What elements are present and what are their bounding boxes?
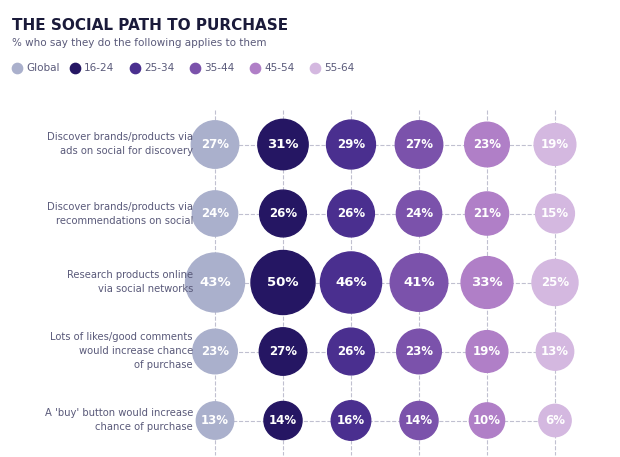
Point (250, 64, 260, 72)
Text: 16%: 16% (337, 414, 365, 427)
Circle shape (197, 402, 234, 439)
Circle shape (466, 331, 508, 372)
Point (190, 64, 200, 72)
Text: 27%: 27% (201, 138, 229, 151)
Text: Discover brands/products via
recommendations on social: Discover brands/products via recommendat… (47, 202, 193, 225)
Text: 24%: 24% (405, 207, 433, 220)
Text: 26%: 26% (337, 345, 365, 358)
Circle shape (390, 254, 448, 311)
Point (12, 64, 22, 72)
Text: Lots of likes/good comments
would increase chance
of purchase: Lots of likes/good comments would increa… (50, 333, 193, 371)
Circle shape (185, 253, 244, 312)
Circle shape (321, 252, 381, 313)
Text: 45-54: 45-54 (264, 63, 294, 73)
Circle shape (461, 257, 513, 308)
Text: 25-34: 25-34 (144, 63, 174, 73)
Circle shape (539, 404, 571, 436)
Text: Discover brands/products via
ads on social for discovery: Discover brands/products via ads on soci… (47, 133, 193, 156)
Circle shape (400, 401, 438, 440)
Text: 43%: 43% (199, 276, 231, 289)
Circle shape (465, 122, 509, 167)
Text: 24%: 24% (201, 207, 229, 220)
Text: 10%: 10% (473, 414, 501, 427)
Text: 16-24: 16-24 (84, 63, 114, 73)
Circle shape (264, 401, 302, 440)
Text: 55-64: 55-64 (324, 63, 354, 73)
Text: Research products online
via social networks: Research products online via social netw… (67, 271, 193, 294)
Circle shape (536, 194, 574, 233)
Text: 23%: 23% (473, 138, 501, 151)
Point (130, 64, 140, 72)
Text: 26%: 26% (337, 207, 365, 220)
Circle shape (259, 328, 307, 375)
Text: 19%: 19% (541, 138, 569, 151)
Point (70, 64, 80, 72)
Text: 27%: 27% (269, 345, 297, 358)
Text: 19%: 19% (473, 345, 501, 358)
Text: 23%: 23% (201, 345, 229, 358)
Circle shape (192, 191, 237, 236)
Text: 14%: 14% (269, 414, 297, 427)
Text: A 'buy' button would increase
chance of purchase: A 'buy' button would increase chance of … (45, 409, 193, 432)
Circle shape (397, 329, 441, 374)
Text: 15%: 15% (541, 207, 569, 220)
Circle shape (396, 121, 443, 168)
Text: 31%: 31% (267, 138, 299, 151)
Circle shape (331, 401, 371, 440)
Circle shape (534, 124, 576, 165)
Text: 23%: 23% (405, 345, 433, 358)
Circle shape (536, 333, 574, 370)
Text: % who say they do the following applies to them: % who say they do the following applies … (12, 38, 267, 48)
Circle shape (260, 190, 306, 237)
Circle shape (396, 191, 441, 236)
Text: 46%: 46% (335, 276, 367, 289)
Text: THE SOCIAL PATH TO PURCHASE: THE SOCIAL PATH TO PURCHASE (12, 18, 288, 33)
Text: 33%: 33% (471, 276, 503, 289)
Text: 13%: 13% (541, 345, 569, 358)
Text: 6%: 6% (545, 414, 565, 427)
Circle shape (193, 329, 237, 374)
Circle shape (251, 250, 315, 314)
Text: 21%: 21% (473, 207, 501, 220)
Text: 50%: 50% (267, 276, 299, 289)
Text: 29%: 29% (337, 138, 365, 151)
Text: 27%: 27% (405, 138, 433, 151)
Text: 26%: 26% (269, 207, 297, 220)
Circle shape (327, 190, 374, 237)
Circle shape (532, 260, 578, 305)
Text: 25%: 25% (541, 276, 569, 289)
Text: 41%: 41% (403, 276, 435, 289)
Text: Global: Global (26, 63, 60, 73)
Circle shape (258, 119, 308, 170)
Circle shape (192, 121, 239, 168)
Circle shape (469, 403, 505, 438)
Circle shape (327, 120, 376, 169)
Point (310, 64, 320, 72)
Text: 14%: 14% (405, 414, 433, 427)
Text: 13%: 13% (201, 414, 229, 427)
Circle shape (466, 192, 508, 235)
Text: 35-44: 35-44 (204, 63, 234, 73)
Circle shape (327, 328, 374, 375)
